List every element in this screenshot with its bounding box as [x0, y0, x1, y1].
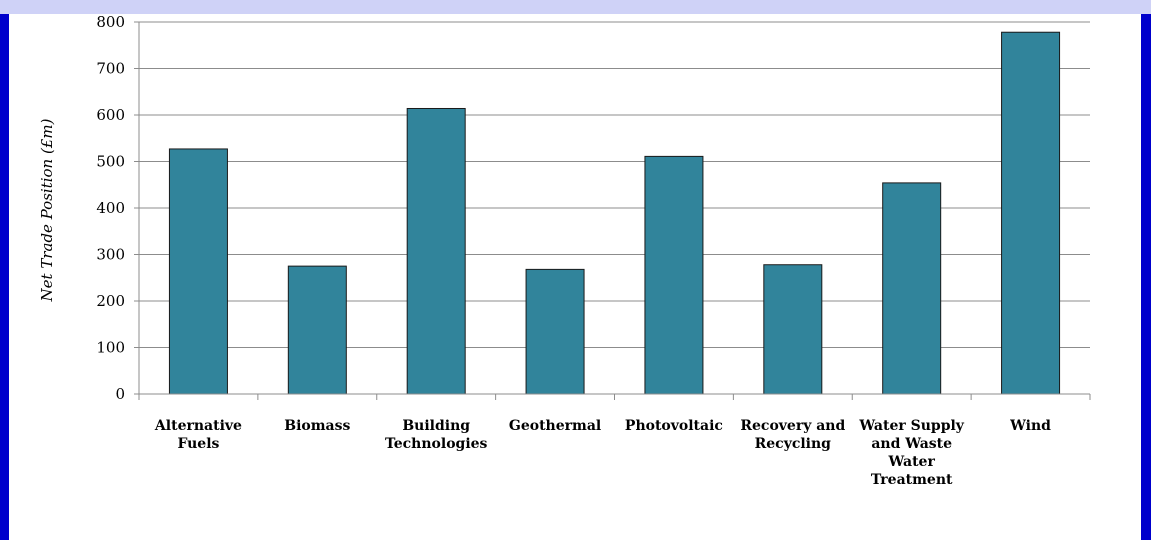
- category-label-line: Treatment: [871, 472, 953, 488]
- chart-panel: 0 100 200 300 400 500 600 700 800 Alternative Fue…: [9, 14, 1141, 540]
- category-label-line: Wind: [1009, 418, 1051, 434]
- y-axis-title: Net Trade Position (£m): [38, 118, 56, 302]
- y-tick-label: 300: [96, 246, 125, 264]
- category-label-line: Water: [888, 454, 936, 470]
- category-label-line: Technologies: [385, 436, 488, 452]
- bars: [168, 31, 1061, 395]
- bar: [287, 265, 347, 395]
- bar: [525, 268, 585, 395]
- category-label-line: and Waste: [871, 436, 952, 452]
- category-label: Water Supply and Waste Water Treatment: [858, 418, 964, 488]
- axes: [138, 22, 1091, 400]
- bar: [1001, 31, 1061, 395]
- category-label: Biomass: [284, 418, 350, 434]
- category-label-line: Fuels: [177, 436, 219, 452]
- category-label: Photovoltaic: [625, 418, 723, 434]
- category-label: Alternative Fuels: [154, 418, 242, 452]
- y-tick-label: 600: [96, 106, 125, 124]
- category-label-line: Water Supply: [858, 418, 964, 434]
- y-tick-label: 200: [96, 292, 125, 310]
- y-tick-label: 700: [96, 60, 125, 78]
- bar: [763, 264, 823, 395]
- category-label-line: Biomass: [284, 418, 350, 434]
- bar: [406, 107, 466, 395]
- bar: [644, 155, 704, 395]
- category-label-line: Recycling: [755, 436, 832, 452]
- category-label-line: Geothermal: [509, 418, 601, 434]
- category-label-line: Alternative: [154, 418, 242, 434]
- category-label: Building Technologies: [385, 418, 488, 452]
- y-tick-label: 800: [96, 14, 125, 31]
- y-tick-label: 400: [96, 199, 125, 217]
- bar-chart: 0 100 200 300 400 500 600 700 800 Alternative Fue…: [38, 14, 1091, 488]
- category-label-line: Recovery and: [740, 418, 845, 434]
- window-top-band: [0, 0, 1151, 14]
- bar: [168, 148, 228, 395]
- bar: [882, 182, 942, 395]
- y-tick-label: 500: [96, 153, 125, 171]
- gridlines: [134, 21, 1090, 395]
- category-label: Recovery and Recycling: [740, 418, 845, 452]
- y-tick-labels: 0 100 200 300 400 500 600 700 800: [96, 14, 125, 403]
- category-labels: Alternative Fuels Biomass Building Technolog…: [154, 418, 1051, 488]
- category-label: Geothermal: [509, 418, 601, 434]
- category-label-line: Photovoltaic: [625, 418, 723, 434]
- category-label: Wind: [1009, 418, 1051, 434]
- y-tick-label: 0: [115, 385, 125, 403]
- y-tick-label: 100: [96, 339, 125, 357]
- category-label-line: Building: [402, 418, 470, 434]
